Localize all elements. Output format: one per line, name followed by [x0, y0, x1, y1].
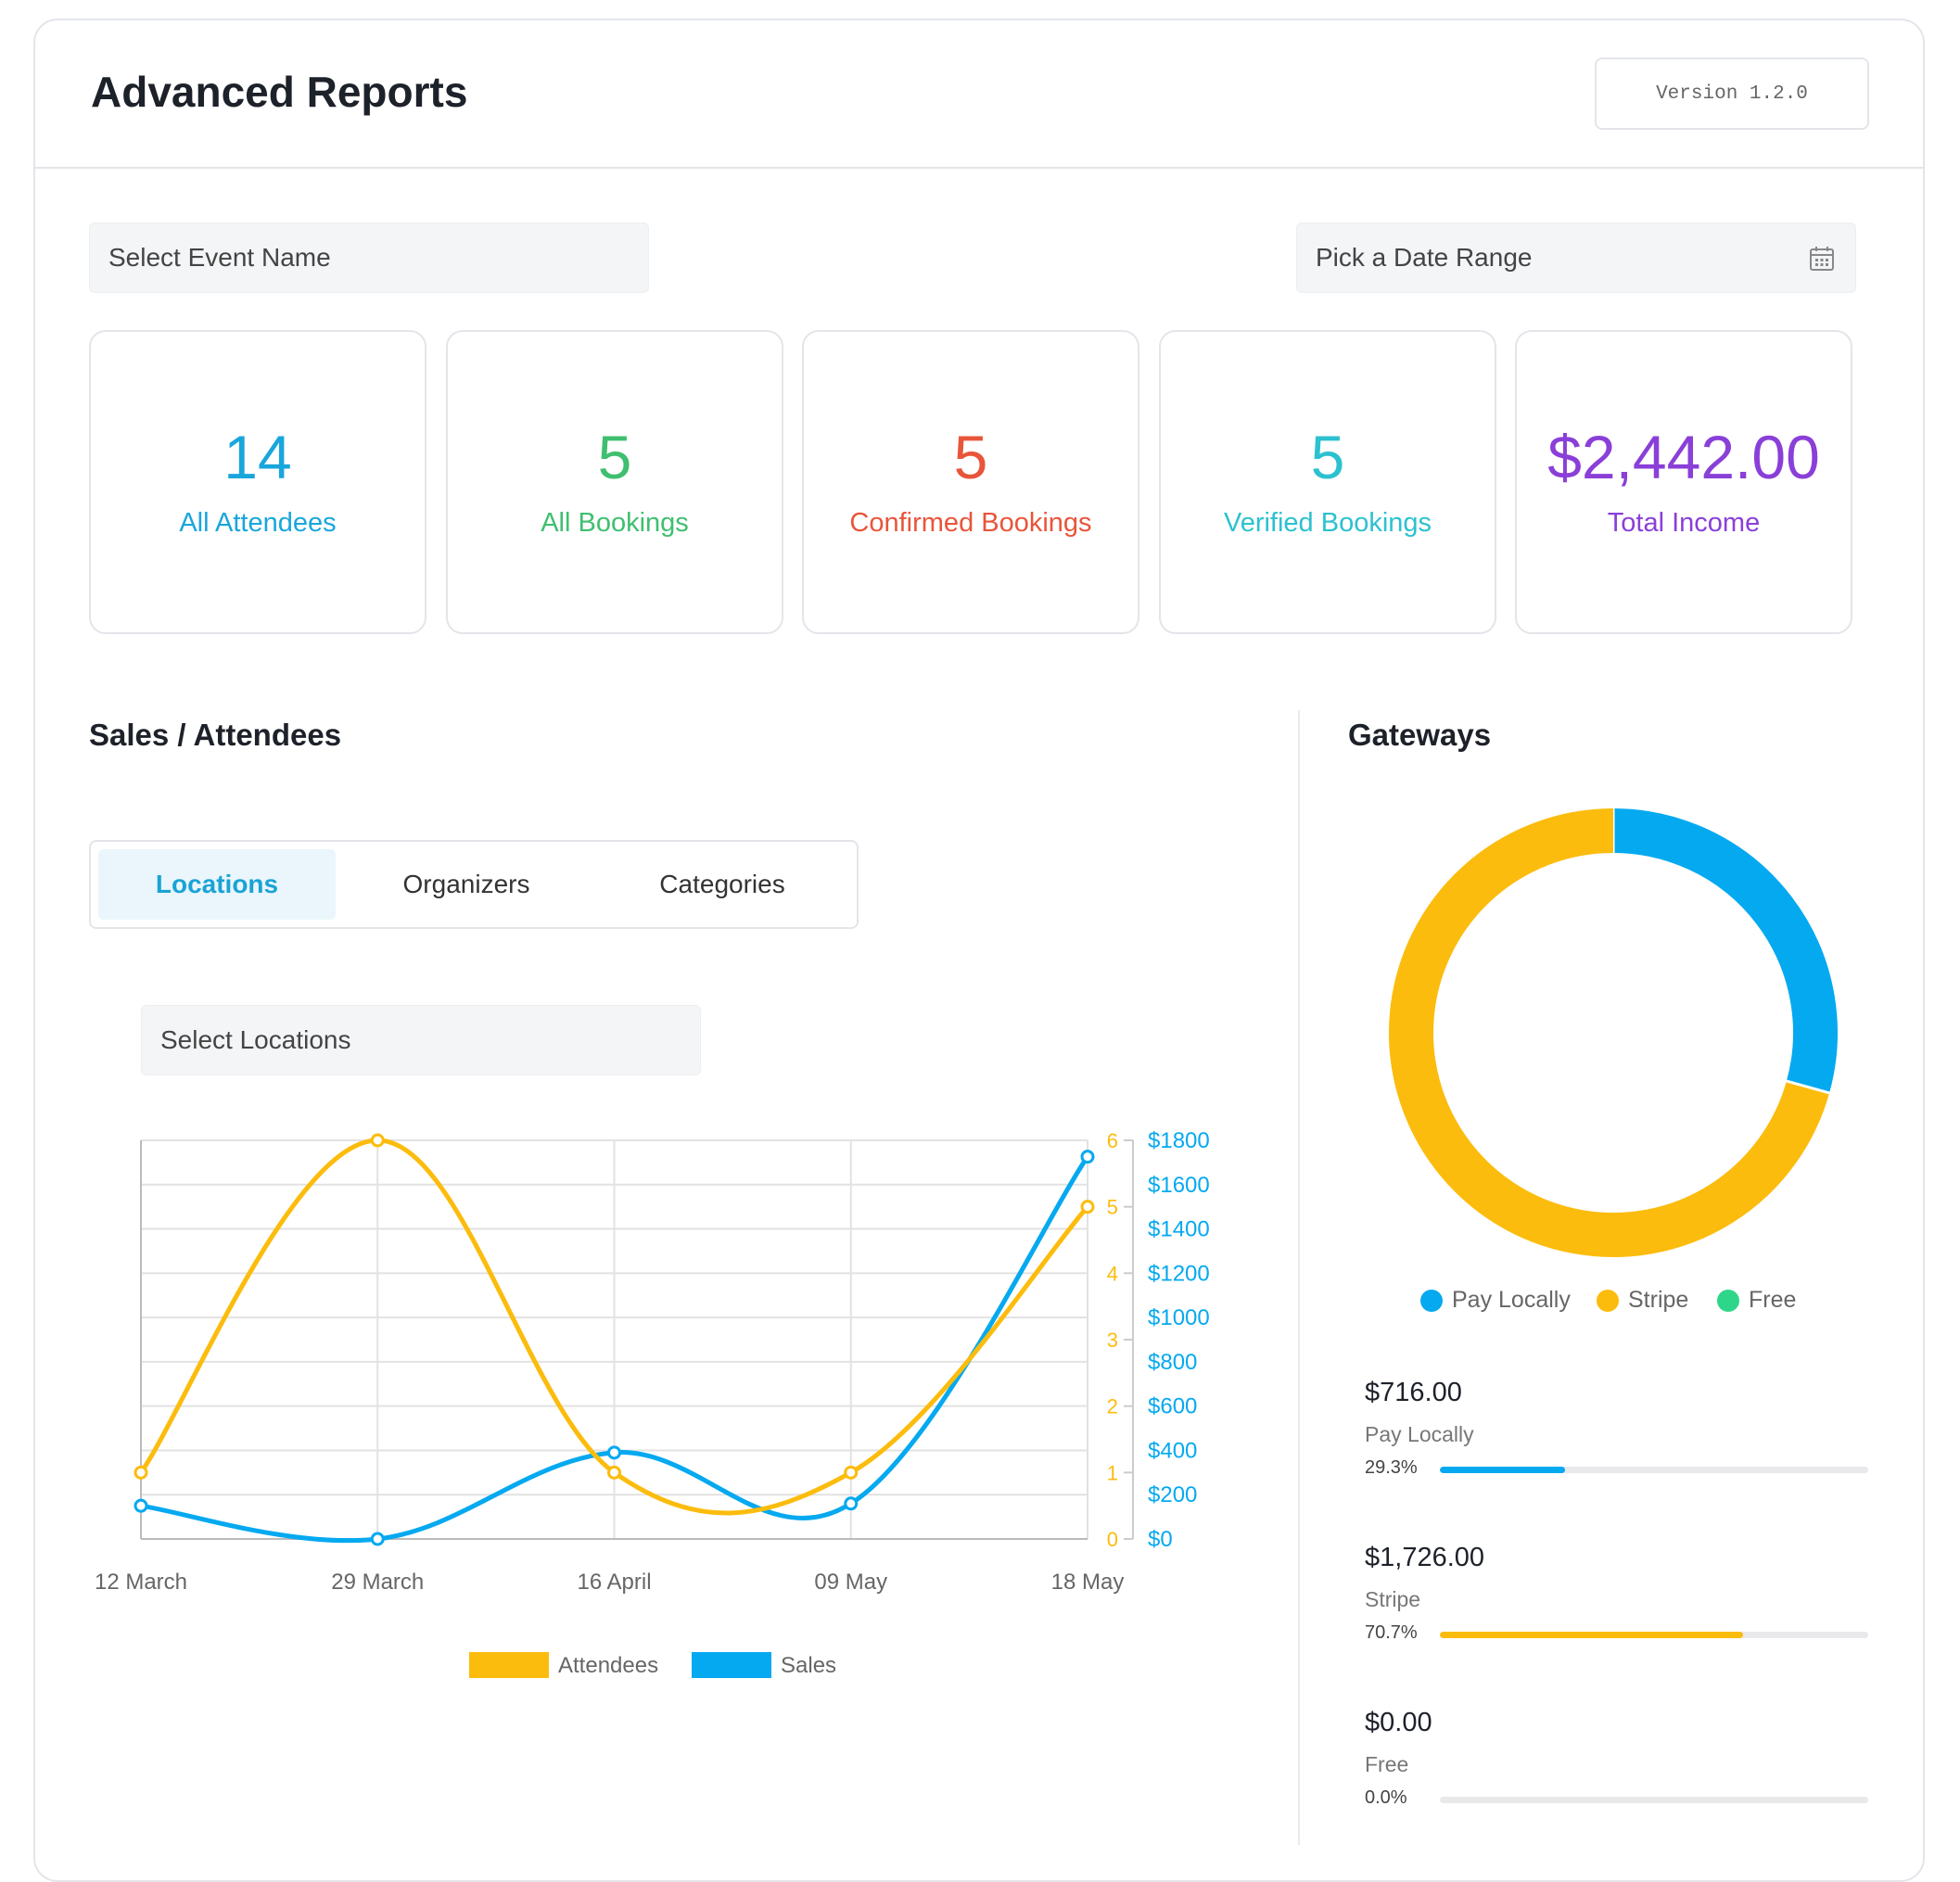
- tab-categories[interactable]: Categories: [659, 870, 785, 898]
- panel-header: Advanced Reports Version 1.2.0: [35, 20, 1923, 169]
- y-right-tick-label: $1200: [1148, 1261, 1210, 1286]
- locations-select[interactable]: Select Locations: [141, 1005, 701, 1075]
- y-right-tick-label: $1000: [1148, 1305, 1210, 1330]
- x-tick-label: 16 April: [577, 1570, 651, 1595]
- gateway-amount: $0.00: [1365, 1708, 1432, 1737]
- x-tick-label: 09 May: [814, 1570, 887, 1595]
- gateway-percent: 0.0%: [1365, 1787, 1407, 1808]
- sales-tabs: Locations Organizers Categories: [89, 840, 859, 929]
- event-select-placeholder: Select Event Name: [108, 243, 331, 272]
- stat-label: All Bookings: [541, 508, 689, 538]
- y-left-tick-label: 2: [1107, 1395, 1118, 1418]
- legend-dot-icon: [1597, 1289, 1619, 1312]
- y-left-tick-label: 4: [1107, 1262, 1118, 1285]
- gateway-amount: $716.00: [1365, 1378, 1462, 1407]
- y-left-tick-label: 3: [1107, 1329, 1118, 1352]
- stat-value: $2,442.00: [1547, 423, 1820, 491]
- data-point-attendees: [134, 1465, 148, 1480]
- gateway-name: Pay Locally: [1365, 1422, 1474, 1446]
- gateway-amount: $1,726.00: [1365, 1543, 1485, 1572]
- data-point-sales: [607, 1445, 621, 1460]
- data-point-sales: [1080, 1150, 1095, 1164]
- tab-organizers[interactable]: Organizers: [402, 870, 530, 898]
- stat-label: Confirmed Bookings: [849, 508, 1092, 538]
- data-point-sales: [370, 1532, 385, 1546]
- y-left-tick-label: 0: [1107, 1528, 1118, 1551]
- stat-card-confirmed: 5 Confirmed Bookings: [802, 330, 1139, 634]
- gateway-progress-fill: [1440, 1467, 1566, 1473]
- donut-slice-pay-locally: [1612, 808, 1838, 1093]
- gateway-name: Free: [1365, 1752, 1409, 1776]
- reports-panel: Advanced Reports Version 1.2.0: [33, 19, 1925, 1882]
- legend-swatch-attendees: [469, 1652, 549, 1678]
- gateway-name: Stripe: [1365, 1587, 1421, 1611]
- donut-separator: [1786, 1079, 1830, 1095]
- tab-locations[interactable]: Locations: [98, 849, 336, 920]
- y-right-tick-label: $200: [1148, 1482, 1197, 1507]
- gateway-progress-bar: [1440, 1467, 1868, 1473]
- legend-swatch-sales: [692, 1652, 771, 1678]
- y-right-tick-label: $1400: [1148, 1217, 1210, 1242]
- gateway-percent: 29.3%: [1365, 1457, 1418, 1478]
- page-title: Advanced Reports: [91, 68, 468, 116]
- y-right-tick-label: $400: [1148, 1438, 1197, 1463]
- y-right-tick-label: $1600: [1148, 1173, 1210, 1198]
- legend-stripe[interactable]: Stripe: [1597, 1287, 1688, 1314]
- legend-dot-icon: [1420, 1289, 1443, 1312]
- data-point-sales: [134, 1498, 148, 1513]
- version-badge: Version 1.2.0: [1595, 57, 1869, 130]
- sales-attendees-chart: 0 1 2 3 4 5 6 $0 $200 $400 $600 $800 $1000 $1200 $1400…: [95, 1128, 1210, 1678]
- x-tick-label: 12 March: [95, 1570, 187, 1595]
- data-point-attendees: [1080, 1200, 1095, 1214]
- data-point-attendees: [844, 1465, 859, 1480]
- calendar-icon: [1810, 247, 1834, 271]
- stat-card-bookings: 5 All Bookings: [446, 330, 783, 634]
- stat-label: Verified Bookings: [1223, 508, 1432, 538]
- y-left-tick-label: 1: [1107, 1461, 1118, 1484]
- gateway-progress-fill: [1440, 1632, 1743, 1638]
- column-divider: [1298, 710, 1300, 1845]
- stat-value: 5: [597, 423, 632, 491]
- locations-select-placeholder: Select Locations: [160, 1025, 351, 1054]
- data-point-attendees: [607, 1465, 621, 1480]
- series-line-attendees: [138, 1138, 1089, 1516]
- gateways-donut-chart: [1389, 808, 1838, 1257]
- stat-value: 5: [953, 423, 988, 491]
- legend-dot-icon: [1717, 1289, 1739, 1312]
- legend-free[interactable]: Free: [1717, 1287, 1796, 1314]
- legend-label: Free: [1749, 1287, 1797, 1313]
- donut-slice-stripe: [1389, 808, 1830, 1257]
- stat-card-income: $2,442.00 Total Income: [1515, 330, 1852, 634]
- gateway-progress-bar: [1440, 1797, 1868, 1803]
- legend-label: Pay Locally: [1452, 1287, 1571, 1313]
- data-point-sales: [844, 1496, 859, 1511]
- date-range-picker[interactable]: Pick a Date Range: [1296, 223, 1856, 293]
- y-left-tick-label: 5: [1107, 1196, 1118, 1219]
- legend-label: Stripe: [1628, 1287, 1689, 1313]
- stat-value: 14: [223, 423, 292, 491]
- y-right-tick-label: $600: [1148, 1394, 1197, 1419]
- stat-card-verified: 5 Verified Bookings: [1159, 330, 1496, 634]
- stat-label: All Attendees: [179, 508, 337, 538]
- gateway-percent: 70.7%: [1365, 1622, 1418, 1643]
- x-tick-label: 18 May: [1051, 1570, 1125, 1595]
- stat-value: 5: [1310, 423, 1345, 491]
- sales-section-title: Sales / Attendees: [89, 718, 342, 752]
- stat-label: Total Income: [1607, 508, 1761, 538]
- legend-pay-locally[interactable]: Pay Locally: [1420, 1287, 1571, 1314]
- y-left-tick-label: 6: [1107, 1129, 1118, 1152]
- y-right-tick-label: $0: [1148, 1527, 1173, 1552]
- legend-label-attendees: Attendees: [558, 1653, 658, 1678]
- gateway-progress-bar: [1440, 1632, 1868, 1638]
- date-range-placeholder: Pick a Date Range: [1316, 243, 1533, 272]
- data-point-attendees: [370, 1133, 385, 1148]
- x-tick-label: 29 March: [331, 1570, 424, 1595]
- y-right-tick-label: $1800: [1148, 1128, 1210, 1153]
- legend-label-sales: Sales: [781, 1653, 836, 1678]
- gateways-section-title: Gateways: [1348, 718, 1492, 752]
- y-right-tick-label: $800: [1148, 1350, 1197, 1375]
- stat-card-attendees: 14 All Attendees: [89, 330, 426, 634]
- event-select[interactable]: Select Event Name: [89, 223, 649, 293]
